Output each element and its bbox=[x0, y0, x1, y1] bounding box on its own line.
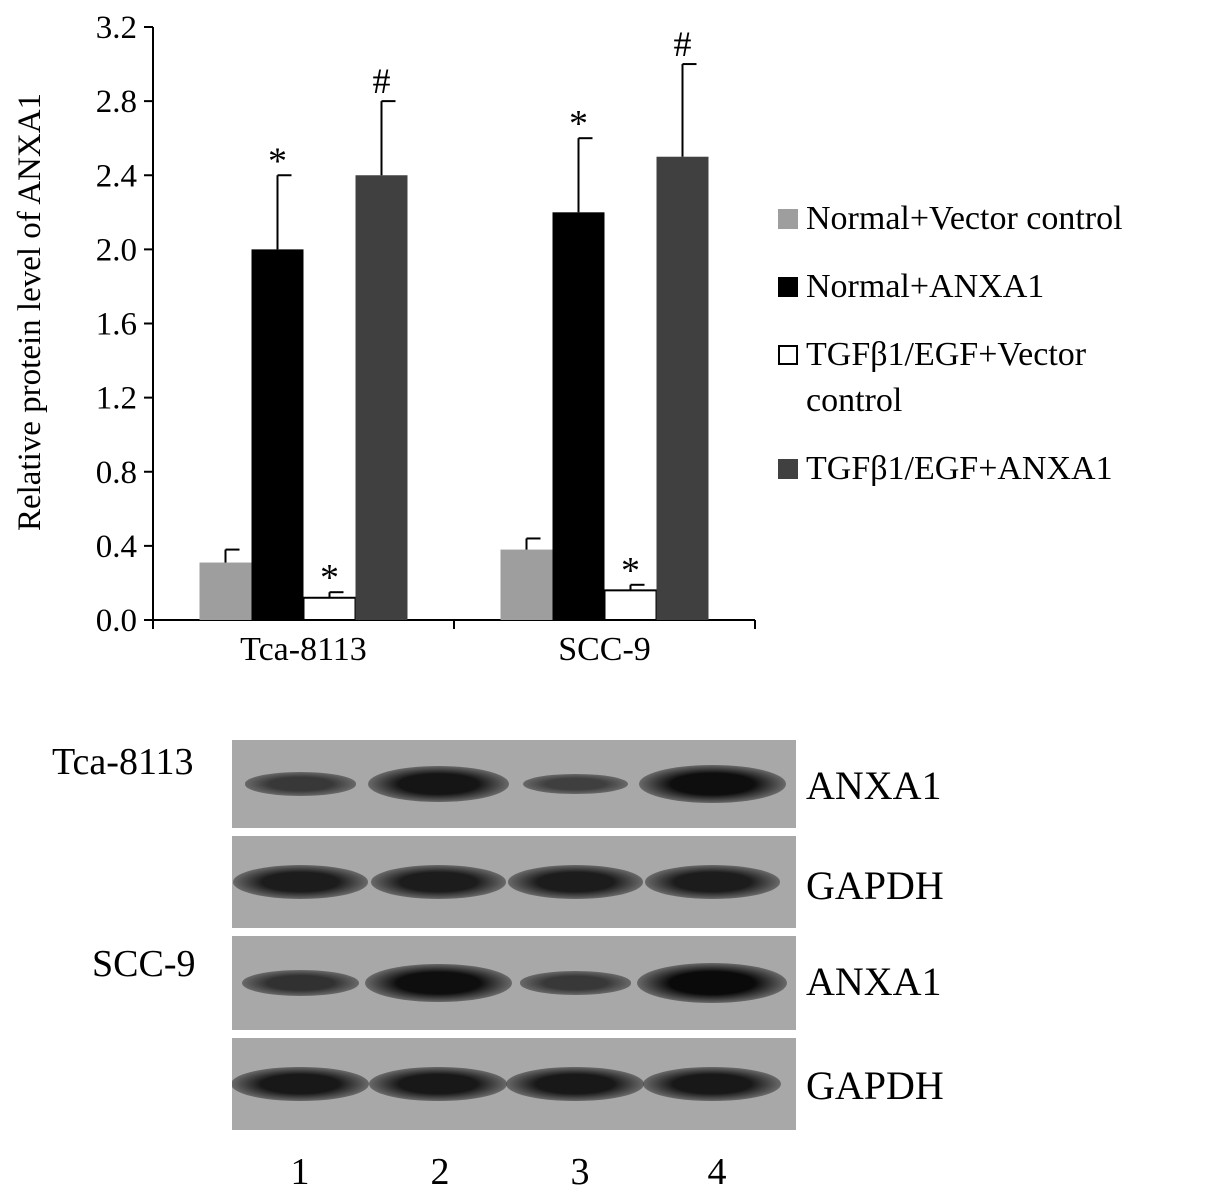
blot-band bbox=[232, 1066, 369, 1102]
legend-swatch bbox=[778, 345, 798, 365]
legend-swatch bbox=[778, 277, 798, 297]
legend-swatch bbox=[778, 459, 798, 479]
blot-panel-scc9-anxa1 bbox=[232, 936, 796, 1030]
legend-label: Normal+ANXA1 bbox=[806, 268, 1045, 305]
protein-label: GAPDH bbox=[806, 863, 944, 908]
blot-panel-tca8113-gapdh bbox=[232, 836, 796, 928]
y-tick-label: 3.2 bbox=[96, 10, 137, 46]
significance-marker: * bbox=[621, 550, 640, 592]
y-tick-label: 0.8 bbox=[96, 455, 137, 491]
significance-marker: * bbox=[320, 557, 339, 599]
blot-band bbox=[244, 772, 356, 796]
y-axis-label: Relative protein level of ANXA1 bbox=[12, 93, 48, 531]
blot-band bbox=[364, 963, 512, 1003]
bar bbox=[552, 212, 605, 620]
bar bbox=[355, 175, 408, 620]
legend-label: TGFβ1/EGF+ANXA1 bbox=[806, 450, 1113, 487]
blot-band bbox=[506, 1066, 644, 1102]
cell-line-label: SCC-9 bbox=[92, 943, 196, 985]
blot-band bbox=[522, 773, 628, 795]
y-tick-label: 2.0 bbox=[96, 232, 137, 268]
lane-number: 2 bbox=[430, 1151, 450, 1193]
y-tick-label: 0.4 bbox=[96, 529, 137, 565]
lane-number: 3 bbox=[570, 1151, 590, 1193]
blot-panel-scc9-gapdh bbox=[232, 1038, 796, 1130]
protein-label: ANXA1 bbox=[806, 959, 942, 1004]
bar bbox=[656, 156, 709, 620]
cell-line-label: Tca-8113 bbox=[52, 741, 194, 783]
significance-marker: * bbox=[569, 103, 588, 145]
bar bbox=[302, 596, 357, 622]
legend-item-normal-vector: Normal+Vector control bbox=[778, 196, 1203, 242]
legend-swatch bbox=[778, 209, 798, 229]
blot-band bbox=[507, 865, 643, 899]
blot-band bbox=[637, 963, 787, 1003]
blot-band bbox=[241, 970, 359, 996]
blot-band bbox=[232, 865, 368, 899]
blot-panel-tca8113-anxa1 bbox=[232, 740, 796, 828]
legend-label: TGFβ1/EGF+Vector control bbox=[806, 336, 1087, 419]
protein-label: GAPDH bbox=[806, 1063, 944, 1108]
x-tick-label: SCC-9 bbox=[558, 631, 651, 668]
y-tick-label: 2.8 bbox=[96, 84, 137, 120]
y-tick-label: 2.4 bbox=[96, 158, 137, 194]
blot-band bbox=[643, 1066, 781, 1102]
blot-band bbox=[519, 971, 631, 995]
chart-legend: Normal+Vector control Normal+ANXA1 TGFβ1… bbox=[778, 196, 1203, 514]
western-blot: Tca-8113 SCC-9 ANXA1 GAPDH ANXA1 GAPDH 1… bbox=[0, 720, 1205, 1193]
significance-marker: # bbox=[674, 24, 692, 64]
significance-marker: * bbox=[268, 140, 287, 182]
blot-band bbox=[370, 865, 506, 899]
legend-item-tgf-anxa1: TGFβ1/EGF+ANXA1 bbox=[778, 446, 1203, 492]
y-tick-label: 0.0 bbox=[96, 603, 137, 639]
bar bbox=[603, 589, 658, 621]
lane-number: 4 bbox=[707, 1151, 727, 1193]
bar bbox=[251, 249, 304, 620]
x-tick-label: Tca-8113 bbox=[240, 631, 367, 668]
lane-number: 1 bbox=[290, 1151, 310, 1193]
legend-item-normal-anxa1: Normal+ANXA1 bbox=[778, 264, 1203, 310]
blot-band bbox=[369, 1066, 507, 1102]
bar-chart: 0.0 0.4 0.8 1.2 1.6 2.0 2.4 2.8 3.2 Tca-8113 SCC-9… bbox=[12, 10, 756, 668]
chart-axes: 0.0 0.4 0.8 1.2 1.6 2.0 2.4 2.8 3.2 Tca-8113 SCC-9 bbox=[96, 10, 756, 668]
blot-band bbox=[644, 865, 780, 899]
significance-marker: # bbox=[373, 61, 391, 101]
legend-item-tgf-vector: TGFβ1/EGF+Vector control bbox=[778, 332, 1203, 424]
y-tick-label: 1.2 bbox=[96, 381, 137, 417]
protein-label: ANXA1 bbox=[806, 763, 942, 808]
y-tick-label: 1.6 bbox=[96, 307, 137, 343]
blot-band bbox=[638, 764, 786, 804]
bar bbox=[199, 562, 252, 620]
bar bbox=[500, 549, 553, 620]
blot-band bbox=[367, 765, 509, 803]
chart-bars: * * # * * # bbox=[199, 24, 709, 622]
legend-label: Normal+Vector control bbox=[806, 200, 1123, 237]
